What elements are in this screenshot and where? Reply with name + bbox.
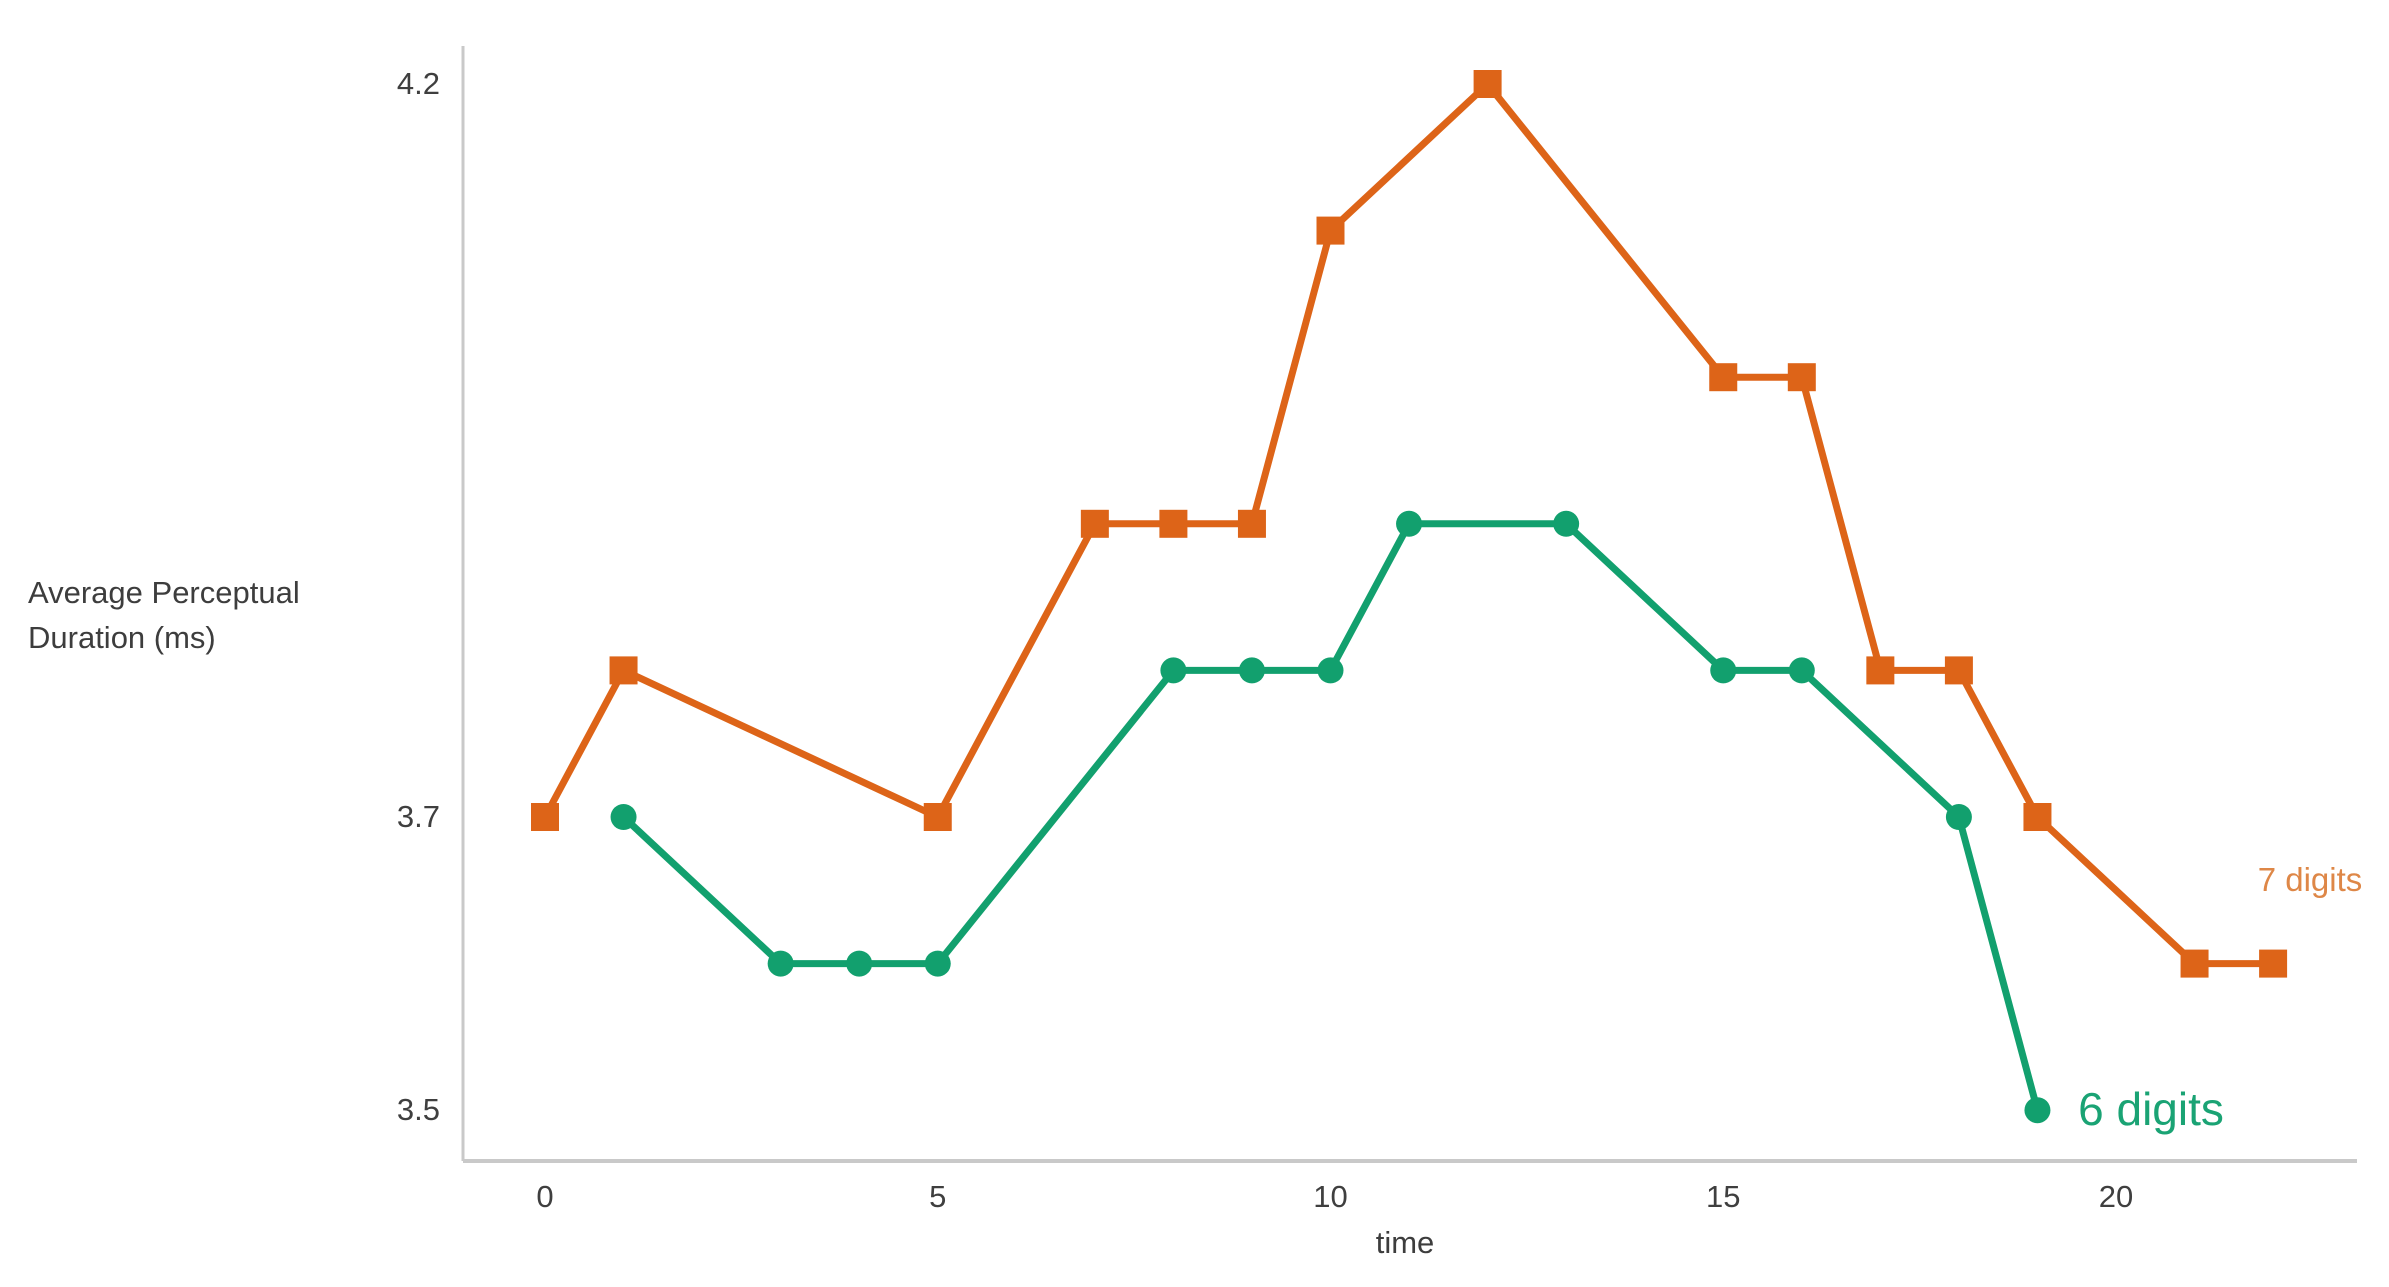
x-tick-label: 10 <box>1313 1179 1348 1214</box>
circle-marker-6-digits <box>1553 510 1580 537</box>
series-label-7-digits: 7 digits <box>2257 861 2363 898</box>
circle-marker-6-digits <box>1396 510 1423 537</box>
square-marker-7-digits <box>1316 216 1345 245</box>
y-axis-title: Average Perceptual Duration (ms) <box>28 570 300 660</box>
square-marker-7-digits <box>531 803 559 831</box>
square-marker-7-digits <box>1709 363 1738 392</box>
circle-marker-6-digits <box>1238 657 1265 684</box>
square-marker-7-digits <box>609 656 638 685</box>
circle-marker-6-digits <box>1317 657 1344 684</box>
y-axis-title-line2: Duration (ms) <box>28 620 216 655</box>
square-marker-7-digits <box>1944 656 1973 685</box>
square-marker-7-digits <box>1080 509 1109 538</box>
y-tick-label: 3.5 <box>396 1092 440 1128</box>
circle-marker-6-digits <box>610 804 637 830</box>
x-tick-label: 15 <box>1706 1179 1741 1214</box>
square-marker-7-digits <box>2180 949 2209 978</box>
series-label-6-digits: 6 digits <box>2078 1083 2224 1135</box>
x-tick-label: 5 <box>929 1179 947 1214</box>
circle-marker-6-digits <box>1160 657 1187 684</box>
square-marker-7-digits <box>2259 949 2288 978</box>
square-marker-7-digits <box>1237 509 1266 538</box>
circle-marker-6-digits <box>2024 1097 2051 1124</box>
circle-marker-6-digits <box>1945 804 1972 830</box>
x-tick-label: 0 <box>536 1179 554 1214</box>
square-marker-7-digits <box>1787 363 1816 392</box>
x-tick-label: 20 <box>2098 1179 2134 1214</box>
square-marker-7-digits <box>1866 656 1895 685</box>
square-marker-7-digits <box>1473 70 1502 98</box>
circle-marker-6-digits <box>846 950 873 977</box>
square-marker-7-digits <box>923 803 952 831</box>
y-tick-label: 4.2 <box>396 66 440 101</box>
y-tick-label: 3.7 <box>396 799 440 834</box>
square-marker-7-digits <box>1159 509 1188 538</box>
circle-marker-6-digits <box>1788 657 1815 684</box>
square-marker-7-digits <box>2023 803 2052 831</box>
y-axis-title-line1: Average Perceptual <box>28 575 300 610</box>
circle-marker-6-digits <box>924 950 951 977</box>
series-line-6-digits <box>620 520 2041 1114</box>
circle-marker-6-digits <box>767 950 794 977</box>
x-axis-title: time <box>1375 1225 1435 1260</box>
circle-marker-6-digits <box>1710 657 1737 684</box>
